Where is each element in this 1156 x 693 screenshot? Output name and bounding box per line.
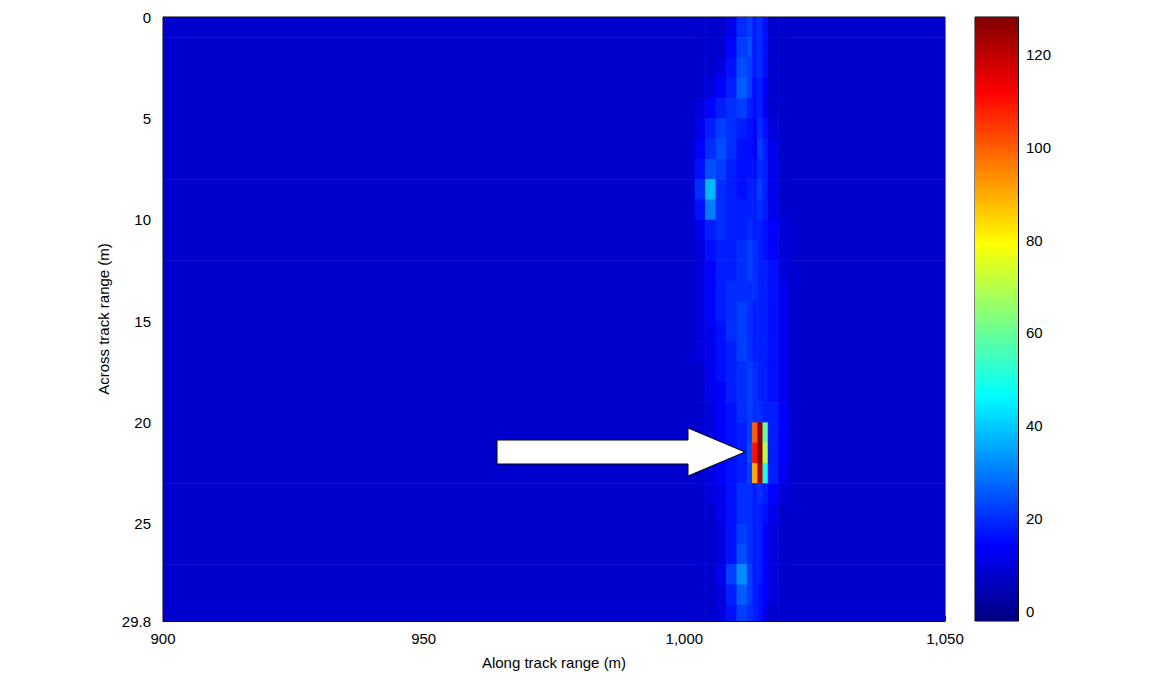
- svg-text:40: 40: [1026, 417, 1043, 434]
- svg-text:120: 120: [1026, 46, 1051, 63]
- svg-text:Across track range (m): Across track range (m): [95, 243, 112, 395]
- svg-text:0: 0: [143, 9, 151, 26]
- svg-text:950: 950: [411, 630, 436, 647]
- svg-text:100: 100: [1026, 139, 1051, 156]
- svg-text:0: 0: [1026, 603, 1034, 620]
- svg-text:29.8: 29.8: [122, 613, 151, 630]
- svg-text:80: 80: [1026, 232, 1043, 249]
- svg-text:25: 25: [134, 515, 151, 532]
- svg-text:20: 20: [1026, 510, 1043, 527]
- svg-text:Along track range (m): Along track range (m): [482, 654, 626, 671]
- svg-text:5: 5: [143, 110, 151, 127]
- svg-text:20: 20: [134, 414, 151, 431]
- svg-text:15: 15: [134, 313, 151, 330]
- svg-text:900: 900: [150, 630, 175, 647]
- svg-text:1,000: 1,000: [666, 630, 704, 647]
- svg-text:1,050: 1,050: [926, 630, 964, 647]
- svg-text:60: 60: [1026, 324, 1043, 341]
- svg-text:10: 10: [134, 211, 151, 228]
